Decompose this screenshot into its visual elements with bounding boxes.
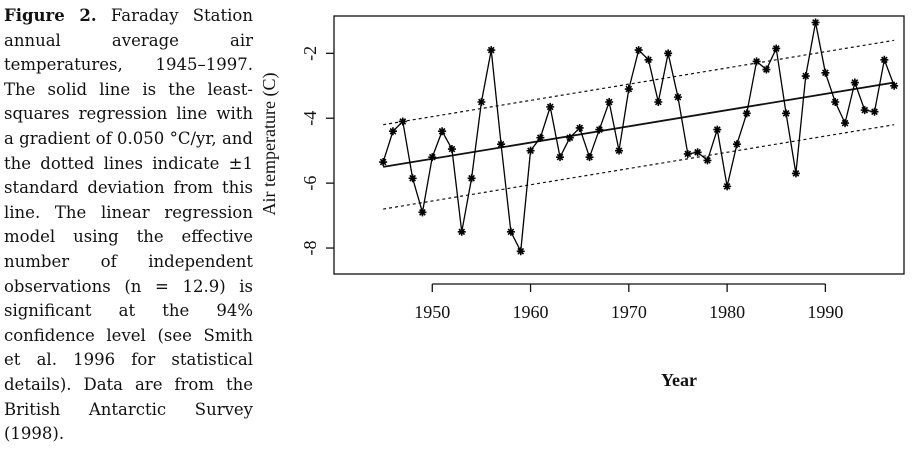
data-point bbox=[634, 46, 643, 55]
data-point bbox=[762, 65, 771, 74]
data-point bbox=[752, 57, 761, 66]
x-tick-label: 1960 bbox=[513, 302, 549, 322]
data-point bbox=[811, 18, 820, 27]
data-point bbox=[880, 55, 889, 64]
data-point bbox=[850, 78, 859, 87]
data-point bbox=[379, 158, 388, 167]
data-point bbox=[772, 44, 781, 53]
x-tick-label: 1980 bbox=[709, 302, 745, 322]
page: Year Air temperature (C) -8 -6 -4 -2 1950 196… bbox=[4, 6, 905, 444]
data-point bbox=[732, 140, 741, 149]
data-point bbox=[487, 46, 496, 55]
regression-line bbox=[382, 81, 895, 168]
caption: Faraday Station annual average air tempe… bbox=[4, 6, 253, 444]
x-tick-label: 1950 bbox=[414, 302, 450, 322]
data-point bbox=[801, 72, 810, 81]
data-point bbox=[536, 133, 545, 142]
data-point bbox=[585, 153, 594, 162]
data-point bbox=[654, 98, 663, 106]
data-point bbox=[408, 174, 417, 183]
data-point bbox=[605, 98, 614, 106]
y-tick-label: -8 bbox=[300, 241, 320, 256]
data-point bbox=[713, 125, 722, 134]
data-point bbox=[575, 123, 584, 132]
data-point bbox=[831, 98, 840, 106]
data-point bbox=[624, 85, 633, 94]
data-point bbox=[693, 148, 702, 157]
data-point bbox=[723, 182, 732, 191]
plot-frame bbox=[333, 15, 905, 275]
data-point bbox=[457, 227, 466, 236]
data-point bbox=[742, 109, 751, 118]
data-point bbox=[398, 117, 407, 126]
data-point bbox=[497, 140, 506, 149]
data-point bbox=[683, 149, 692, 158]
data-point bbox=[428, 153, 437, 162]
data-point bbox=[703, 156, 712, 165]
data-point bbox=[870, 107, 879, 116]
data-point bbox=[664, 49, 673, 58]
chart: Year Air temperature (C) -8 -6 -4 -2 1950 196… bbox=[259, 15, 905, 390]
data-point bbox=[595, 125, 604, 134]
data-point bbox=[860, 106, 869, 115]
data-point bbox=[821, 68, 830, 77]
data-point bbox=[556, 153, 565, 162]
data-point bbox=[418, 208, 427, 217]
data-point bbox=[477, 98, 486, 106]
caption-label: Figure 2. bbox=[4, 6, 97, 25]
y-tick-label: -4 bbox=[300, 111, 320, 126]
data-point bbox=[644, 55, 653, 64]
x-axis-label: Year bbox=[661, 370, 697, 390]
y-axis-label: Air temperature (C) bbox=[259, 73, 280, 216]
data-point bbox=[467, 174, 476, 183]
data-point bbox=[890, 81, 899, 90]
data-point bbox=[673, 93, 682, 102]
data-point bbox=[506, 227, 515, 236]
sd-upper-line bbox=[383, 39, 895, 126]
x-tick-label: 1990 bbox=[807, 302, 843, 322]
data-point bbox=[546, 102, 555, 111]
data-point bbox=[841, 119, 850, 128]
data-point bbox=[438, 127, 447, 136]
x-tick-label: 1970 bbox=[611, 302, 647, 322]
y-tick-label: -6 bbox=[300, 176, 320, 191]
data-point bbox=[565, 133, 574, 142]
data-point bbox=[447, 145, 456, 154]
data-point bbox=[526, 146, 535, 155]
data-point bbox=[782, 109, 791, 118]
sd-lower-line bbox=[383, 124, 895, 210]
data-point bbox=[615, 146, 623, 155]
data-point bbox=[791, 169, 800, 178]
data-point bbox=[516, 247, 525, 256]
data-point bbox=[388, 127, 397, 136]
y-tick-label: -2 bbox=[300, 46, 320, 61]
